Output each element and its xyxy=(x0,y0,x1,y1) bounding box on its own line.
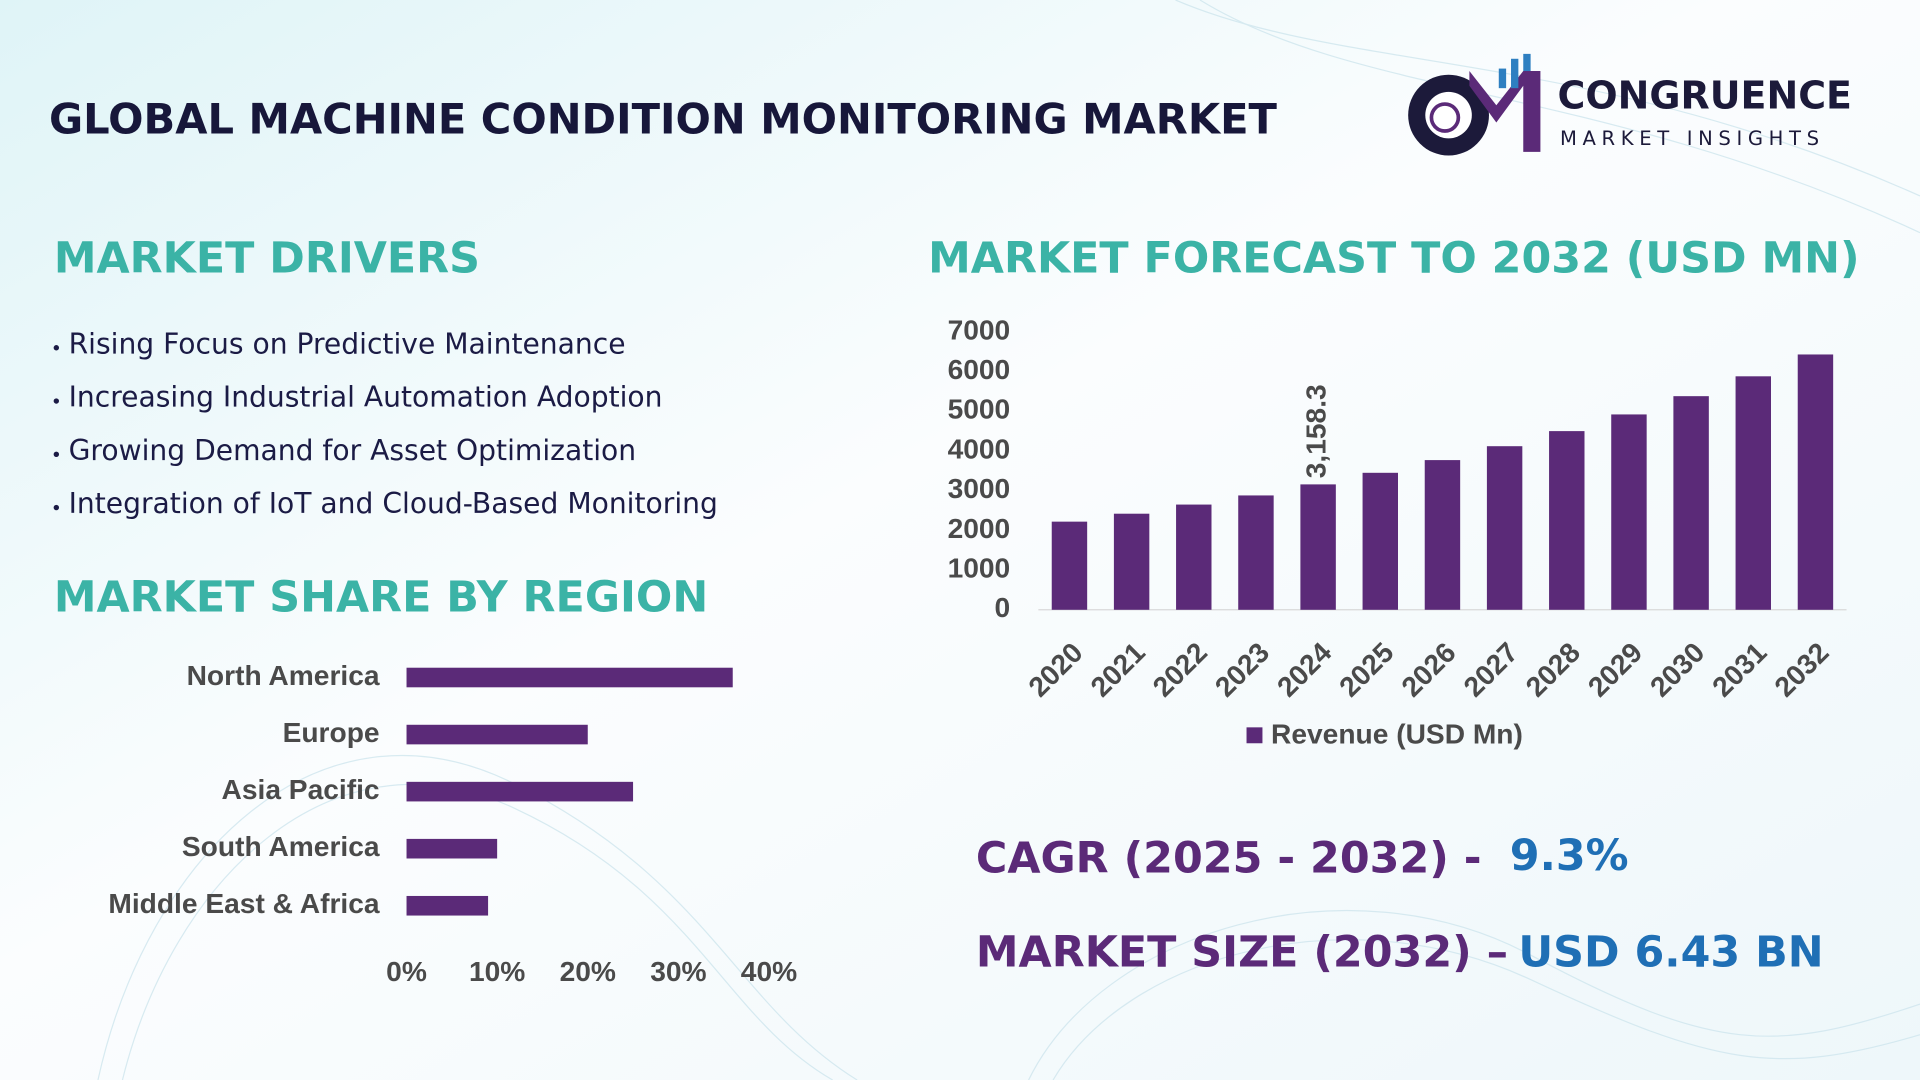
logo-name: CONGRUENCE xyxy=(1558,73,1852,117)
y-tick-label: North America xyxy=(187,660,380,691)
y-tick-label: 7000 xyxy=(948,314,1011,345)
legend-label: Revenue (USD Mn) xyxy=(1271,718,1523,749)
bar xyxy=(406,667,733,688)
y-tick-label: 4000 xyxy=(948,433,1011,464)
bullet xyxy=(53,398,60,404)
page-title: GLOBAL MACHINE CONDITION MONITORING MARK… xyxy=(49,94,1278,143)
logo-tagline: MARKET INSIGHTS xyxy=(1560,127,1825,150)
x-tick-label: 30% xyxy=(650,956,706,987)
logo-bar xyxy=(1511,58,1519,89)
bar xyxy=(1486,446,1523,610)
y-tick-label: 5000 xyxy=(948,394,1011,425)
bullet xyxy=(53,345,60,351)
logo-m xyxy=(1469,71,1541,152)
bar xyxy=(406,781,634,802)
driver-item: Increasing Industrial Automation Adoptio… xyxy=(69,381,663,414)
x-tick-label: 0% xyxy=(386,956,427,987)
bar xyxy=(1238,495,1274,610)
bar xyxy=(1176,504,1212,610)
y-tick-label: Middle East & Africa xyxy=(108,888,380,919)
section-heading: MARKET DRIVERS xyxy=(54,233,480,283)
y-tick-label: 3000 xyxy=(948,473,1011,504)
bullet xyxy=(53,504,60,511)
driver-list: Rising Focus on Predictive Maintenance In… xyxy=(53,327,718,520)
y-tick-label: South America xyxy=(182,831,380,862)
bar xyxy=(1424,460,1461,610)
bar xyxy=(406,724,588,745)
y-tick-label: 1000 xyxy=(948,553,1011,584)
market-size-value: USD 6.43 BN xyxy=(1518,928,1823,978)
bar xyxy=(1051,521,1088,610)
y-tick-label: 2000 xyxy=(948,513,1011,544)
bar xyxy=(1300,484,1336,610)
chart-title: MARKET FORECAST TO 2032 (USD MN) xyxy=(928,233,1859,283)
y-tick-label: 0 xyxy=(995,592,1011,623)
chart-title: MARKET SHARE BY REGION xyxy=(54,573,708,623)
driver-item: Rising Focus on Predictive Maintenance xyxy=(69,327,626,360)
cagr-label: CAGR (2025 - 2032) - xyxy=(976,833,1482,883)
logo-bar xyxy=(1523,53,1531,72)
bar xyxy=(1735,376,1771,610)
bar xyxy=(1362,472,1399,610)
logo-globe xyxy=(1429,102,1461,133)
bar xyxy=(1611,414,1647,610)
bar xyxy=(1797,354,1834,610)
driver-item: Integration of IoT and Cloud-Based Monit… xyxy=(69,487,718,520)
logo: CONGRUENCE MARKET INSIGHTS xyxy=(1408,53,1852,156)
bar xyxy=(1549,431,1585,610)
logo-bar xyxy=(1498,68,1507,89)
y-tick-label: Europe xyxy=(283,717,380,748)
driver-item: Growing Demand for Asset Optimization xyxy=(69,434,637,467)
bar xyxy=(1113,513,1150,610)
y-tick-label: Asia Pacific xyxy=(222,774,380,805)
market-size-label: MARKET SIZE (2032) – xyxy=(976,928,1508,978)
bar xyxy=(406,838,498,859)
x-tick-label: 40% xyxy=(741,956,797,987)
legend-swatch xyxy=(1246,727,1263,744)
bar xyxy=(1673,396,1709,610)
y-tick-label: 6000 xyxy=(948,354,1011,385)
bullet xyxy=(53,451,60,457)
x-tick-label: 10% xyxy=(469,956,525,987)
cagr-value: 9.3% xyxy=(1510,831,1629,881)
x-tick-label: 20% xyxy=(560,956,616,987)
bar xyxy=(406,895,489,916)
value-label: 3,158.3 xyxy=(1301,384,1332,478)
